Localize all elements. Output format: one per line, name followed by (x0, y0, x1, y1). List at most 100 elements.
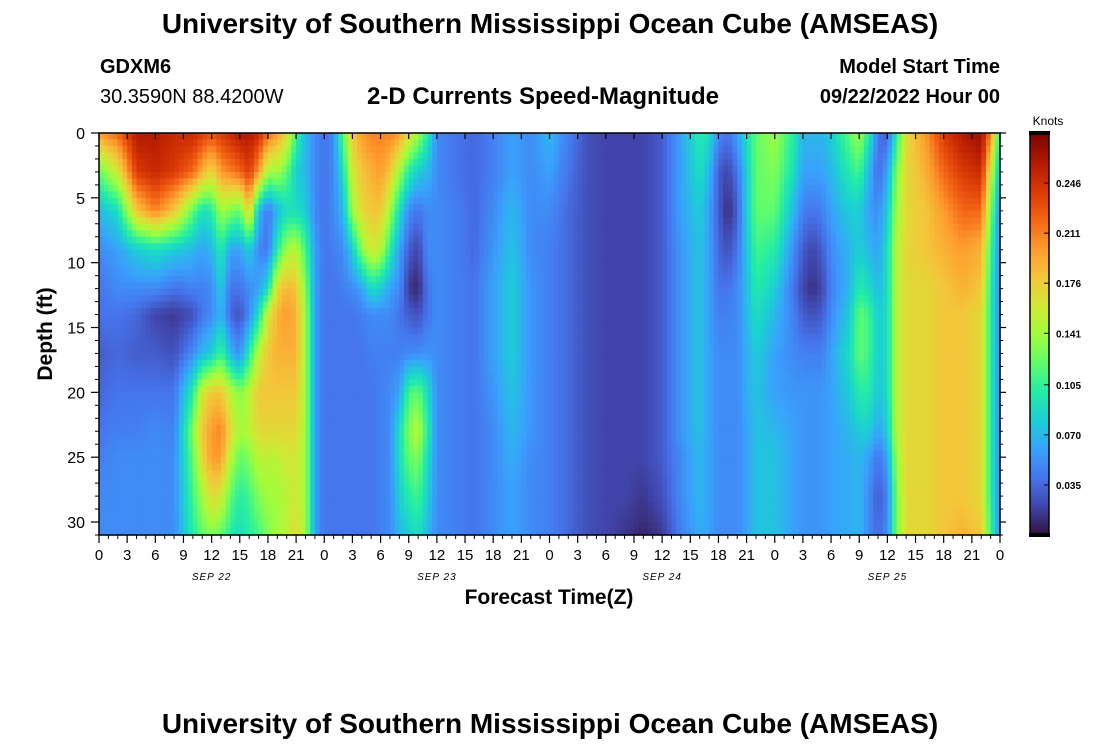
heatmap-cell (169, 463, 175, 471)
heatmap-cell (131, 217, 138, 225)
heatmap-cell (117, 152, 124, 160)
heatmap-cell (469, 431, 476, 439)
heatmap-cell (211, 366, 217, 374)
heatmap-cell (164, 282, 170, 290)
heatmap-cell (117, 346, 124, 355)
heatmap-cell (450, 275, 457, 283)
heatmap-cell (141, 314, 147, 322)
heatmap-cell (108, 282, 114, 290)
heatmap-cell (314, 366, 321, 374)
heatmap-cell (113, 152, 119, 160)
heatmap-cell (394, 145, 400, 154)
heatmap-cell (253, 165, 260, 173)
heatmap-cell (188, 463, 194, 471)
heatmap-cell (263, 379, 269, 387)
heatmap-cell (319, 158, 325, 167)
heatmap-cell (113, 372, 119, 380)
heatmap-cell (122, 230, 128, 238)
heatmap-cell (108, 398, 114, 406)
heatmap-cell (160, 314, 166, 322)
heatmap-cell (263, 496, 269, 504)
heatmap-cell (394, 372, 400, 380)
heatmap-cell (357, 522, 363, 530)
heatmap-cell (99, 366, 105, 374)
heatmap-cell (103, 249, 109, 257)
heatmap-cell (413, 236, 419, 244)
heatmap-cell (169, 230, 175, 238)
heatmap-cell (277, 191, 283, 199)
heatmap-cell (436, 405, 443, 413)
heatmap-cell (131, 424, 138, 432)
heatmap-cell (136, 204, 142, 212)
heatmap-cell (225, 405, 231, 413)
heatmap-cell (272, 437, 278, 445)
heatmap-cell (432, 191, 438, 199)
heatmap-cell (272, 139, 278, 147)
heatmap-cell (347, 171, 353, 179)
heatmap-cell (319, 334, 325, 342)
heatmap-cell (361, 334, 368, 342)
heatmap-cell (338, 496, 344, 504)
heatmap-cell (450, 457, 457, 465)
heatmap-cell (141, 223, 147, 231)
heatmap-cell (206, 249, 213, 257)
heatmap-cell (188, 405, 194, 413)
heatmap-cell (178, 483, 185, 491)
heatmap-cell (422, 308, 429, 316)
heatmap-cell (272, 424, 278, 432)
heatmap-cell (343, 191, 349, 199)
heatmap-cell (169, 249, 175, 257)
heatmap-cell (408, 262, 415, 270)
heatmap-cell (296, 411, 302, 419)
heatmap-cell (380, 321, 386, 329)
heatmap-cell (230, 470, 236, 478)
heatmap-cell (272, 145, 278, 154)
heatmap-cell (202, 366, 208, 374)
heatmap-cell (211, 217, 217, 225)
heatmap-cell (422, 243, 429, 251)
heatmap-cell (188, 249, 194, 257)
heatmap-cell (432, 282, 438, 290)
heatmap-cell (427, 515, 433, 523)
heatmap-cell (131, 346, 138, 355)
heatmap-cell (319, 411, 325, 419)
heatmap-cell (375, 301, 382, 309)
heatmap-cell (253, 476, 260, 484)
heatmap-cell (366, 366, 372, 374)
heatmap-cell (385, 249, 391, 257)
heatmap-cell (352, 133, 358, 141)
heatmap-cell (436, 515, 443, 523)
heatmap-cell (122, 437, 128, 445)
heatmap-cell (465, 269, 471, 277)
heatmap-cell (361, 496, 368, 504)
heatmap-cell (221, 191, 227, 199)
heatmap-cell (282, 165, 288, 173)
heatmap-cell (122, 431, 128, 439)
heatmap-cell (244, 321, 250, 329)
heatmap-cell (202, 133, 208, 141)
heatmap-cell (174, 191, 180, 199)
heatmap-cell (183, 204, 189, 212)
heatmap-cell (277, 314, 283, 322)
heatmap-cell (277, 398, 283, 406)
heatmap-cell (441, 502, 447, 510)
heatmap-cell (389, 145, 396, 154)
heatmap-cell (450, 178, 457, 186)
heatmap-cell (183, 353, 189, 361)
heatmap-cell (141, 165, 147, 173)
heatmap-cell (216, 366, 222, 374)
heatmap-cell (258, 308, 264, 316)
heatmap-cell (324, 204, 330, 212)
heatmap-cell (427, 230, 433, 238)
heatmap-cell (103, 418, 109, 426)
heatmap-cell (99, 191, 105, 199)
heatmap-cell (380, 379, 386, 387)
heatmap-cell (446, 243, 452, 251)
heatmap-cell (319, 463, 325, 471)
heatmap-cell (474, 171, 480, 179)
heatmap-cell (352, 496, 358, 504)
heatmap-cell (188, 424, 194, 432)
heatmap-cell (272, 457, 278, 465)
heatmap-cell (357, 405, 363, 413)
heatmap-cell (469, 321, 476, 329)
